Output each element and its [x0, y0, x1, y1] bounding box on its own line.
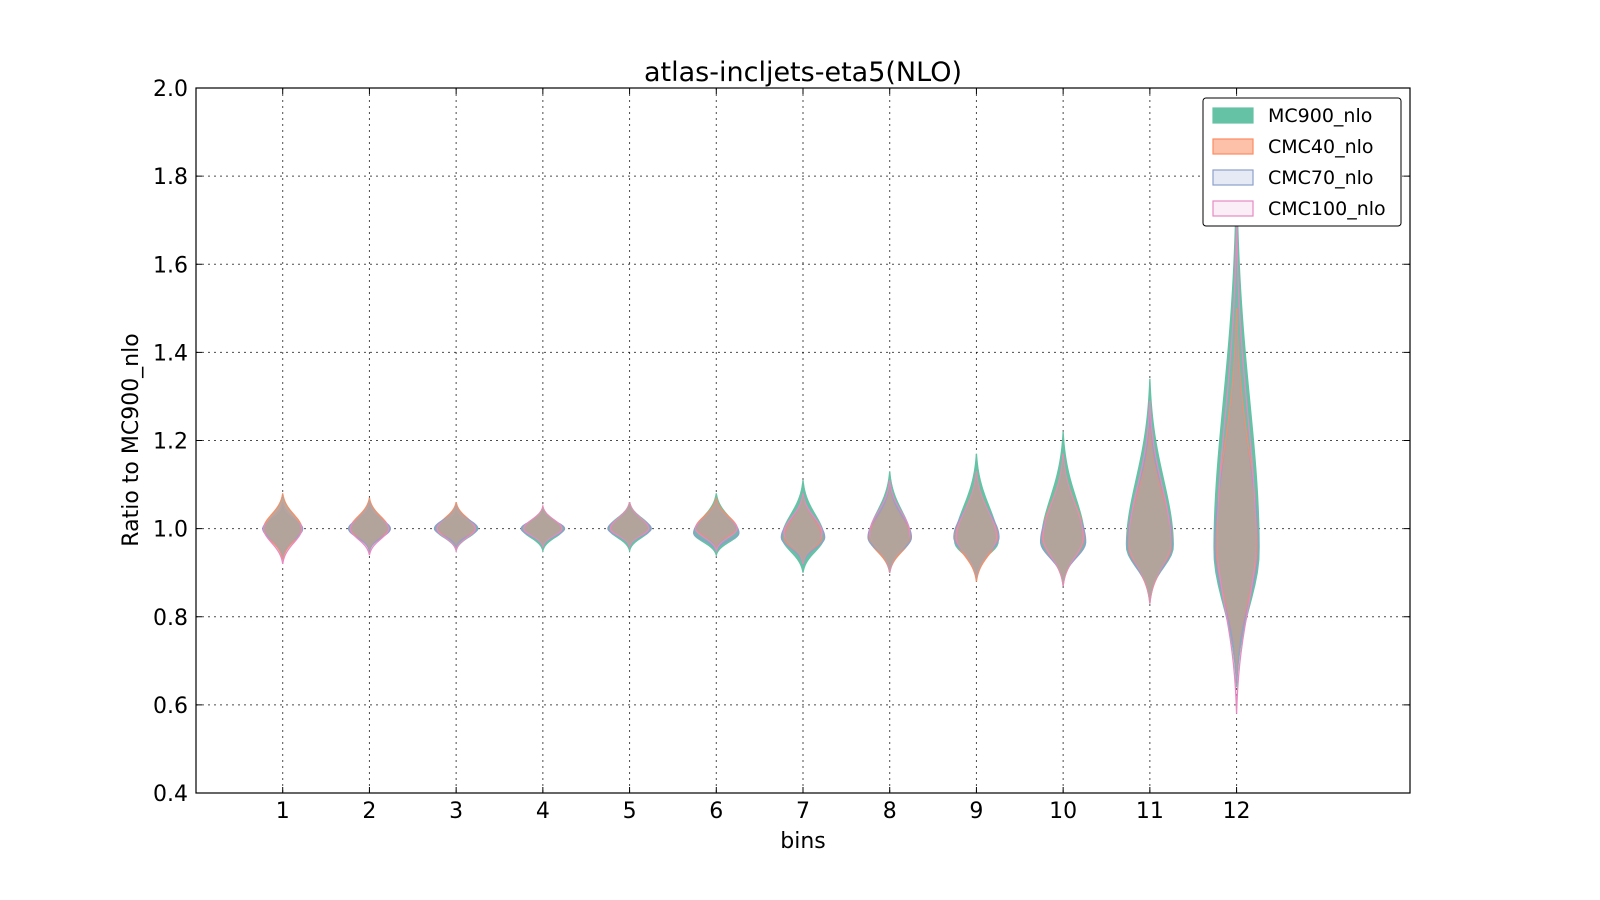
y-tick-label: 0.4 — [153, 782, 188, 807]
x-tick-label: 7 — [796, 799, 810, 824]
overlap-bin-11 — [1128, 427, 1172, 604]
y-tick-label: 0.6 — [153, 694, 188, 719]
overlap-bin-2 — [351, 497, 388, 551]
x-tick-label: 9 — [969, 799, 983, 824]
overlap-bin-4 — [524, 506, 561, 547]
y-tick-label: 1.2 — [153, 430, 188, 455]
overlap-layer — [264, 308, 1257, 683]
overlap-bin-7 — [785, 493, 821, 564]
overlap-bin-1 — [264, 493, 301, 560]
overlap-bin-10 — [1043, 453, 1083, 586]
x-tick-label: 3 — [449, 799, 463, 824]
x-tick-label: 4 — [536, 799, 550, 824]
legend-label-CMC70_nlo: CMC70_nlo — [1268, 167, 1374, 189]
x-axis-title: bins — [780, 829, 825, 854]
x-tick-label: 12 — [1223, 799, 1251, 824]
y-tick-label: 0.8 — [153, 606, 188, 631]
overlap-bin-6 — [696, 497, 736, 547]
y-tick-label: 1.6 — [153, 253, 188, 278]
legend-label-CMC40_nlo: CMC40_nlo — [1268, 136, 1374, 158]
y-axis: 0.4 0.6 0.8 1.0 1.2 1.4 1.6 1.8 2.0 — [153, 77, 1410, 807]
x-tick-label: 6 — [709, 799, 723, 824]
x-tick-label: 2 — [362, 799, 376, 824]
x-axis: 1 2 3 4 5 6 7 8 9 10 11 12 — [276, 88, 1251, 824]
x-tick-label: 11 — [1136, 799, 1164, 824]
y-axis-title: Ratio to MC900_nlo — [119, 333, 144, 546]
violins — [262, 176, 1260, 714]
chart-title: atlas-incljets-eta5(NLO) — [644, 57, 962, 88]
legend: MC900_nlo CMC40_nlo CMC70_nlo CMC100_nlo — [1202, 97, 1402, 227]
legend-swatch-CMC70_nlo — [1212, 169, 1254, 186]
legend-swatch-MC900_nlo — [1212, 107, 1254, 124]
overlap-bin-8 — [870, 484, 910, 573]
y-tick-label: 1.8 — [153, 165, 188, 190]
x-tick-label: 5 — [623, 799, 637, 824]
overlap-bin-9 — [956, 471, 996, 582]
legend-label-MC900_nlo: MC900_nlo — [1268, 105, 1372, 127]
legend-swatch-CMC100_nlo — [1212, 200, 1254, 217]
x-tick-label: 1 — [276, 799, 290, 824]
legend-label-CMC100_nlo: CMC100_nlo — [1268, 198, 1386, 220]
legend-box — [1202, 97, 1402, 227]
y-tick-label: 1.0 — [153, 518, 188, 543]
overlap-bin-5 — [611, 502, 648, 547]
y-tick-label: 2.0 — [153, 77, 188, 102]
overlap-bin-12 — [1217, 308, 1257, 683]
x-tick-label: 10 — [1049, 799, 1077, 824]
legend-swatch-CMC40_nlo — [1212, 138, 1254, 155]
y-tick-label: 1.4 — [153, 341, 188, 366]
overlap-bin-3 — [438, 502, 475, 547]
x-tick-label: 8 — [883, 799, 897, 824]
